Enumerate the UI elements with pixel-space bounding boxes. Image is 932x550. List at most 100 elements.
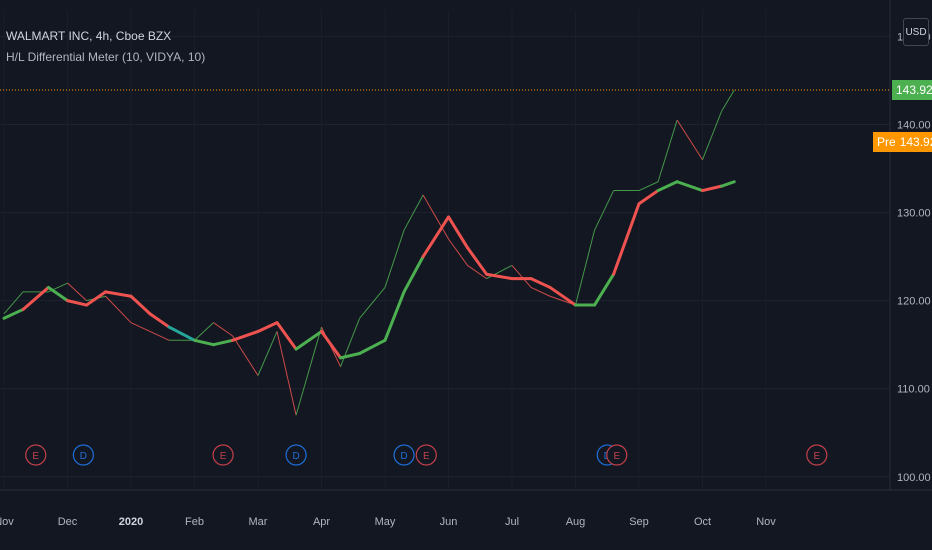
symbol-title[interactable]: WALMART INC, 4h, Cboe BZX	[6, 29, 172, 43]
earnings-event-label: E	[220, 451, 227, 462]
x-tick-label: Feb	[185, 516, 204, 528]
indicator-segment	[167, 325, 196, 342]
price-segment	[657, 119, 678, 182]
indicator-segment	[656, 180, 679, 193]
indicator-segment	[148, 312, 171, 329]
earnings-event-marker[interactable]	[606, 444, 628, 466]
grid-lines	[0, 10, 890, 490]
x-tick-label: Jul	[505, 516, 519, 528]
price-segment	[530, 286, 551, 297]
price-segment	[340, 318, 361, 367]
indicator-segment	[294, 329, 323, 351]
indicator-segment	[701, 184, 724, 193]
x-axis[interactable]: Nov Dec 2020 Feb Mar Apr May Jun Jul Aug Sep Oct Nov	[0, 489, 932, 528]
y-tick-label: 130.00	[897, 208, 931, 220]
indicator-segment	[275, 321, 298, 351]
y-tick-label: 120.00	[897, 296, 931, 308]
indicator-segment	[421, 215, 450, 259]
price-segment	[359, 287, 386, 319]
indicator-series	[2, 180, 736, 360]
x-tick-label: Apr	[313, 516, 330, 528]
price-segment	[213, 322, 233, 337]
price-segment	[638, 181, 659, 192]
indicator-segment	[447, 215, 470, 250]
price-segment	[422, 194, 449, 240]
indicator-segment	[720, 180, 736, 188]
price-segment	[194, 322, 214, 341]
x-tick-label: Jun	[440, 516, 458, 528]
indicator-segment	[21, 285, 50, 311]
indicator-segment	[256, 321, 279, 333]
indicator-segment	[46, 285, 69, 303]
event-markers[interactable]: EDEDDEDEE	[25, 444, 828, 466]
dividend-event-marker[interactable]	[285, 444, 307, 466]
dividend-event-label: D	[80, 451, 87, 462]
indicator-segment	[358, 338, 387, 355]
x-tick-label: Oct	[694, 516, 711, 528]
indicator-segment	[66, 299, 89, 307]
y-tick-label: 100.00	[897, 472, 931, 484]
price-series	[3, 89, 735, 416]
price-segment	[467, 265, 487, 280]
earnings-event-label: E	[813, 451, 820, 462]
indicator-segment	[85, 290, 108, 307]
x-tick-label: Nov	[756, 516, 776, 528]
price-segment	[232, 335, 259, 376]
x-tick-label: Mar	[249, 516, 268, 528]
price-segment	[149, 331, 170, 341]
dividend-event-label: D	[400, 451, 407, 462]
price-segment	[594, 190, 615, 231]
price-segment	[130, 322, 151, 332]
dividend-event-marker[interactable]	[72, 444, 94, 466]
pre-value: 143.92	[899, 135, 932, 149]
earnings-event-label: E	[423, 451, 430, 462]
price-segment	[67, 282, 87, 302]
indicator-segment	[485, 272, 514, 281]
dividend-event-marker[interactable]	[393, 444, 415, 466]
price-segment	[276, 331, 297, 416]
price-segment	[384, 230, 405, 288]
last-price-tag: 143.92	[892, 79, 932, 100]
indicator-segment	[637, 189, 660, 206]
indicator-segment	[466, 246, 489, 276]
y-tick-label: 110.00	[897, 384, 930, 396]
indicator-segment	[612, 202, 641, 276]
price-segment	[448, 238, 468, 266]
indicator-segment	[193, 338, 216, 347]
earnings-event-marker[interactable]	[415, 444, 437, 466]
earnings-event-marker[interactable]	[25, 444, 47, 466]
earnings-event-label: E	[613, 451, 620, 462]
indicator-segment	[675, 180, 704, 193]
x-tick-label: Aug	[566, 516, 586, 528]
earnings-event-label: E	[32, 451, 39, 462]
indicator-segment	[383, 290, 406, 342]
price-segment	[721, 89, 735, 112]
indicator-segment	[104, 290, 133, 298]
y-tick-label: 140.00	[897, 119, 931, 131]
price-segment	[403, 194, 424, 231]
x-tick-label: Dec	[58, 516, 78, 528]
price-segment	[575, 230, 596, 306]
indicator-segment	[402, 255, 425, 294]
indicator-segment	[593, 272, 616, 307]
earnings-event-marker[interactable]	[212, 444, 234, 466]
indicator-segment	[129, 294, 152, 316]
pre-market-tag: Pre 143.92	[873, 132, 932, 152]
indicator-segment	[339, 351, 362, 360]
price-segment	[3, 291, 24, 315]
indicator-segment	[548, 285, 577, 307]
indicator-segment	[320, 329, 343, 360]
price-segment	[105, 295, 132, 324]
price-segment	[295, 326, 322, 416]
chart-legend: WALMART INC, 4h, Cboe BZX H/L Differenti…	[6, 29, 205, 64]
currency-button[interactable]: USD	[903, 18, 929, 46]
price-segment	[676, 119, 703, 160]
dividend-event-label: D	[292, 451, 299, 462]
earnings-event-marker[interactable]	[806, 444, 828, 466]
x-tick-label: May	[375, 516, 396, 528]
indicator-title[interactable]: H/L Differential Meter (10, VIDYA, 10)	[6, 50, 206, 64]
x-tick-label: 2020	[119, 516, 143, 528]
price-segment	[257, 331, 278, 376]
price-segment	[511, 265, 532, 288]
